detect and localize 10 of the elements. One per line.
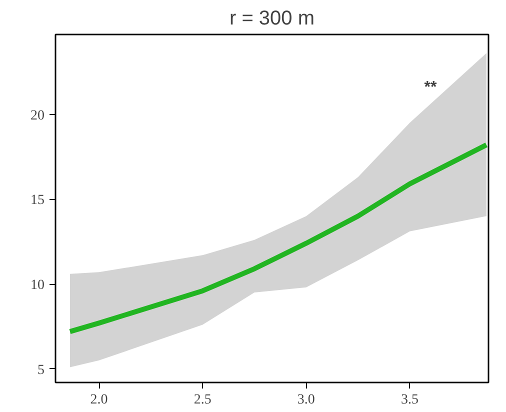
x-tick-label: 3.5: [401, 392, 419, 408]
y-tick-label: 5: [38, 362, 44, 378]
x-tick-label: 2.0: [90, 392, 108, 408]
y-tick-label: 15: [30, 193, 44, 208]
chart-title: r = 300 m: [229, 8, 315, 30]
annotation: **: [424, 79, 438, 96]
y-tick-label: 20: [30, 108, 44, 124]
x-tick-label: 3.0: [297, 392, 315, 408]
y-tick-label: 10: [30, 278, 44, 294]
x-tick-label: 2.5: [194, 392, 212, 408]
